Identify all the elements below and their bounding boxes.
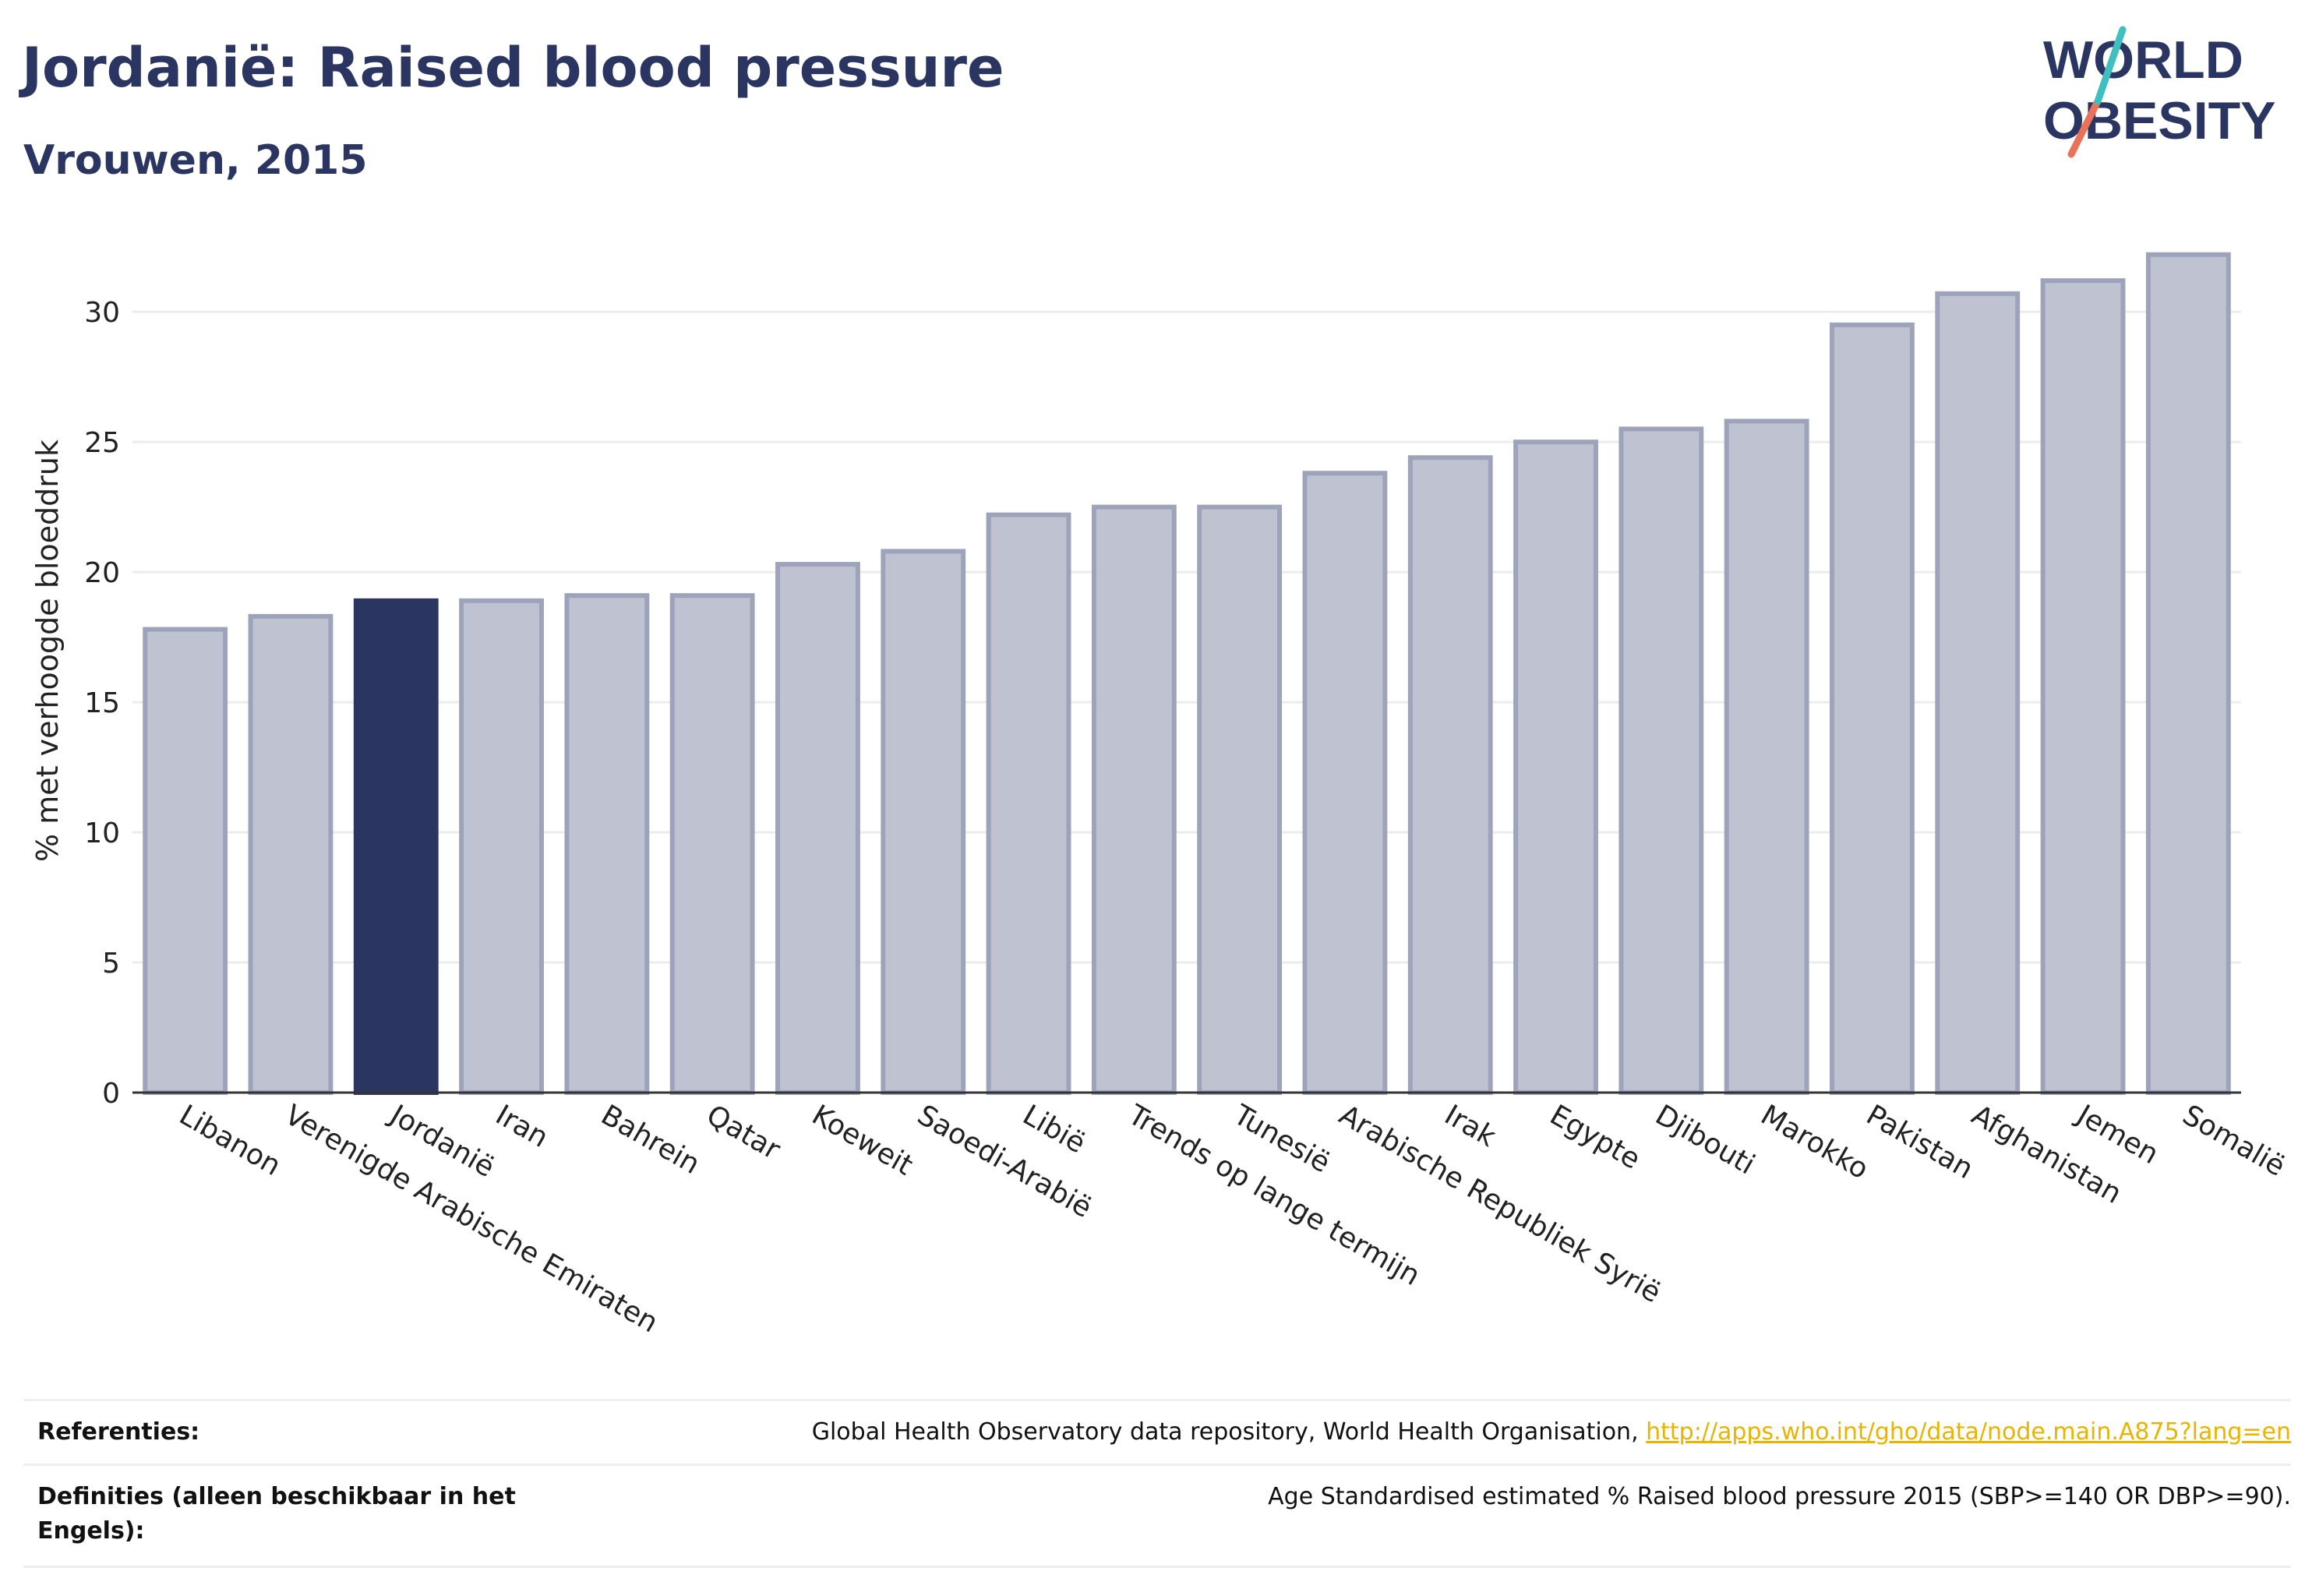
logo-slash-teal (2094, 26, 2127, 105)
bar-koeweit (775, 562, 860, 1095)
world-obesity-logo: WORLD OBESITY (2043, 26, 2276, 158)
y-axis-label: % met verhoogde bloeddruk (30, 440, 65, 862)
definitions-label: Definities (alleen beschikbaar in het En… (37, 1483, 516, 1545)
grid-lines (132, 310, 2241, 964)
logo-slash-coral (2067, 97, 2102, 158)
bar-jemen (2040, 278, 2126, 1095)
y-tick-label: 25 (84, 427, 120, 459)
bar-afghanistan (1935, 291, 2021, 1096)
bar-qatar (669, 593, 755, 1095)
bar-marokko (1724, 418, 1809, 1095)
definitions-row: Definities (alleen beschikbaar in het En… (23, 1464, 2291, 1568)
references-label: Referenties: (37, 1418, 200, 1446)
y-tick-label: 20 (84, 557, 120, 589)
y-tick-label: 5 (102, 948, 120, 980)
x-tick-label: Djibouti (1650, 1099, 1760, 1181)
logo-line1: WORLD (2043, 30, 2243, 90)
bar-djibouti (1618, 426, 1704, 1095)
references-link[interactable]: http://apps.who.int/gho/data/node.main.A… (1646, 1418, 2291, 1446)
bar-irak (1407, 455, 1493, 1095)
y-tick-label: 30 (84, 297, 120, 329)
bar-egypte (1513, 440, 1598, 1095)
x-tick-label: Somalië (2177, 1099, 2290, 1183)
y-tick-label: 10 (84, 817, 120, 849)
page-subtitle: Vrouwen, 2015 (23, 137, 368, 184)
page-title: Jordanië: Raised blood pressure (22, 36, 1004, 100)
bar-libi- (986, 512, 1071, 1095)
bar-bahrein (564, 593, 650, 1095)
bar-pakistan (1830, 322, 1915, 1095)
bar-tunesi- (1197, 504, 1283, 1095)
x-tick-label: Verenigde Arabische Emiraten (279, 1099, 663, 1339)
references-row: Referenties: Global Health Observatory d… (23, 1399, 2291, 1464)
y-tick-label: 15 (84, 687, 120, 719)
references-value: Global Health Observatory data repositor… (812, 1415, 2291, 1449)
x-tick-label: Irak (1439, 1099, 1502, 1153)
bar-jordani- (353, 598, 439, 1095)
x-tick-label: Bahrein (595, 1099, 704, 1181)
x-tick-label: Koeweit (807, 1099, 918, 1181)
references-table: Referenties: Global Health Observatory d… (23, 1399, 2291, 1568)
bar-arabische-republiek-syri- (1302, 471, 1388, 1095)
x-tick-label: Libanon (174, 1099, 286, 1182)
definitions-value: Age Standardised estimated % Raised bloo… (1268, 1483, 2291, 1510)
bars (143, 252, 2231, 1096)
bar-trends-op-lange-termijn (1091, 504, 1177, 1095)
references-text: Global Health Observatory data repositor… (811, 1418, 1647, 1446)
bar-verenigde-arabische-emiraten (248, 613, 334, 1095)
x-tick-label: Marokko (1756, 1099, 1874, 1185)
bar-iran (459, 598, 544, 1095)
bar-somali- (2145, 252, 2231, 1095)
y-tick-label: 0 (102, 1078, 120, 1110)
x-tick-label: Qatar (701, 1099, 785, 1166)
x-tick-label: Egypte (1544, 1099, 1646, 1176)
bar-saoedi-arabi- (881, 549, 966, 1095)
x-tick-label: Libië (1018, 1099, 1091, 1160)
x-tick-label: Iran (490, 1099, 553, 1154)
bar-libanon (143, 627, 228, 1095)
x-tick-label: Saoedi-Arabië (912, 1099, 1097, 1224)
x-tick-label: Pakistan (1861, 1099, 1978, 1185)
